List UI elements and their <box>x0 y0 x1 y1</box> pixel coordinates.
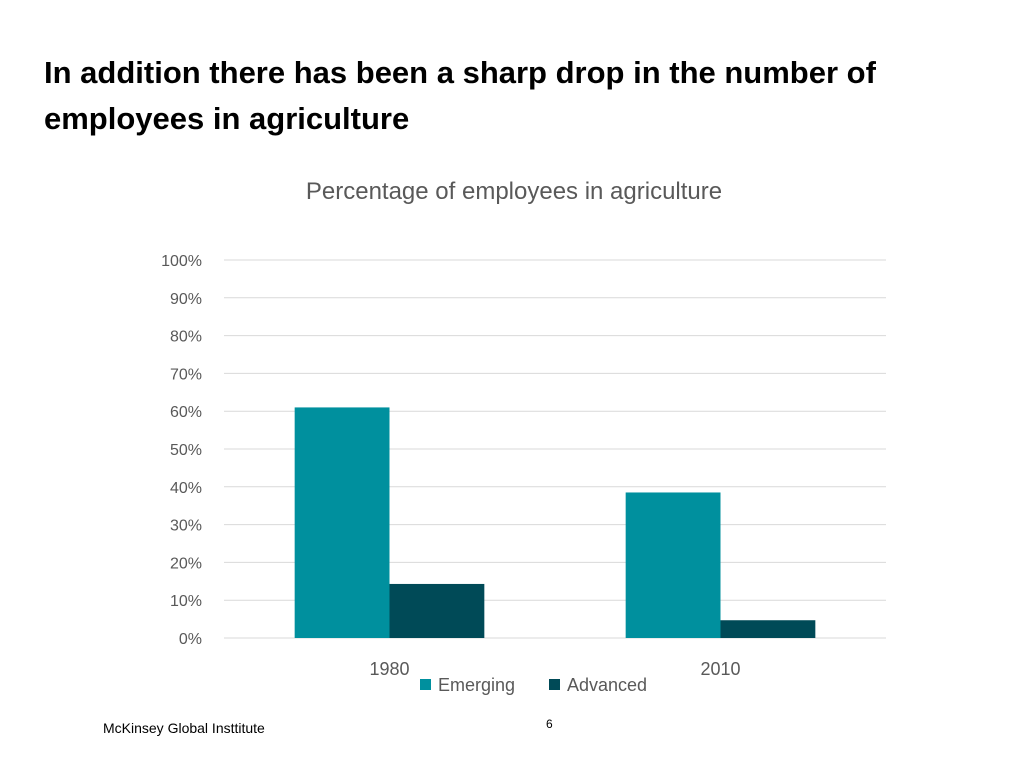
legend-label-advanced: Advanced <box>567 675 647 695</box>
y-tick-label: 30% <box>170 518 202 535</box>
y-tick-label: 10% <box>170 593 202 610</box>
y-axis-tick-labels: 0% 10% 20% 30% 40% 50% 60% 70% 80% 90% 100% <box>161 253 202 648</box>
y-tick-label: 50% <box>170 442 202 459</box>
y-tick-label: 80% <box>170 329 202 346</box>
x-tick-label: 1980 <box>369 659 409 679</box>
footer-source: McKinsey Global Insttitute <box>103 720 265 736</box>
chart-title: Percentage of employees in agriculture <box>306 178 722 205</box>
x-tick-label: 2010 <box>700 659 740 679</box>
y-tick-label: 100% <box>161 253 202 270</box>
bar-emerging-2010 <box>625 492 721 638</box>
bars <box>294 407 816 638</box>
y-tick-label: 0% <box>179 631 202 648</box>
page-number: 6 <box>546 717 553 731</box>
legend-swatch-emerging <box>420 679 431 690</box>
legend-label-emerging: Emerging <box>438 675 515 695</box>
y-tick-label: 70% <box>170 366 202 383</box>
legend-swatch-advanced <box>549 679 560 690</box>
bar-emerging-1980 <box>294 407 390 638</box>
legend: Emerging Advanced <box>420 675 647 695</box>
y-tick-label: 40% <box>170 480 202 497</box>
y-tick-label: 60% <box>170 404 202 421</box>
bar-advanced-2010 <box>720 620 816 638</box>
y-tick-label: 20% <box>170 555 202 572</box>
y-tick-label: 90% <box>170 291 202 308</box>
slide-title: In addition there has been a sharp drop … <box>44 55 876 136</box>
bar-advanced-1980 <box>389 583 485 638</box>
x-axis-tick-labels: 1980 2010 <box>369 659 740 679</box>
